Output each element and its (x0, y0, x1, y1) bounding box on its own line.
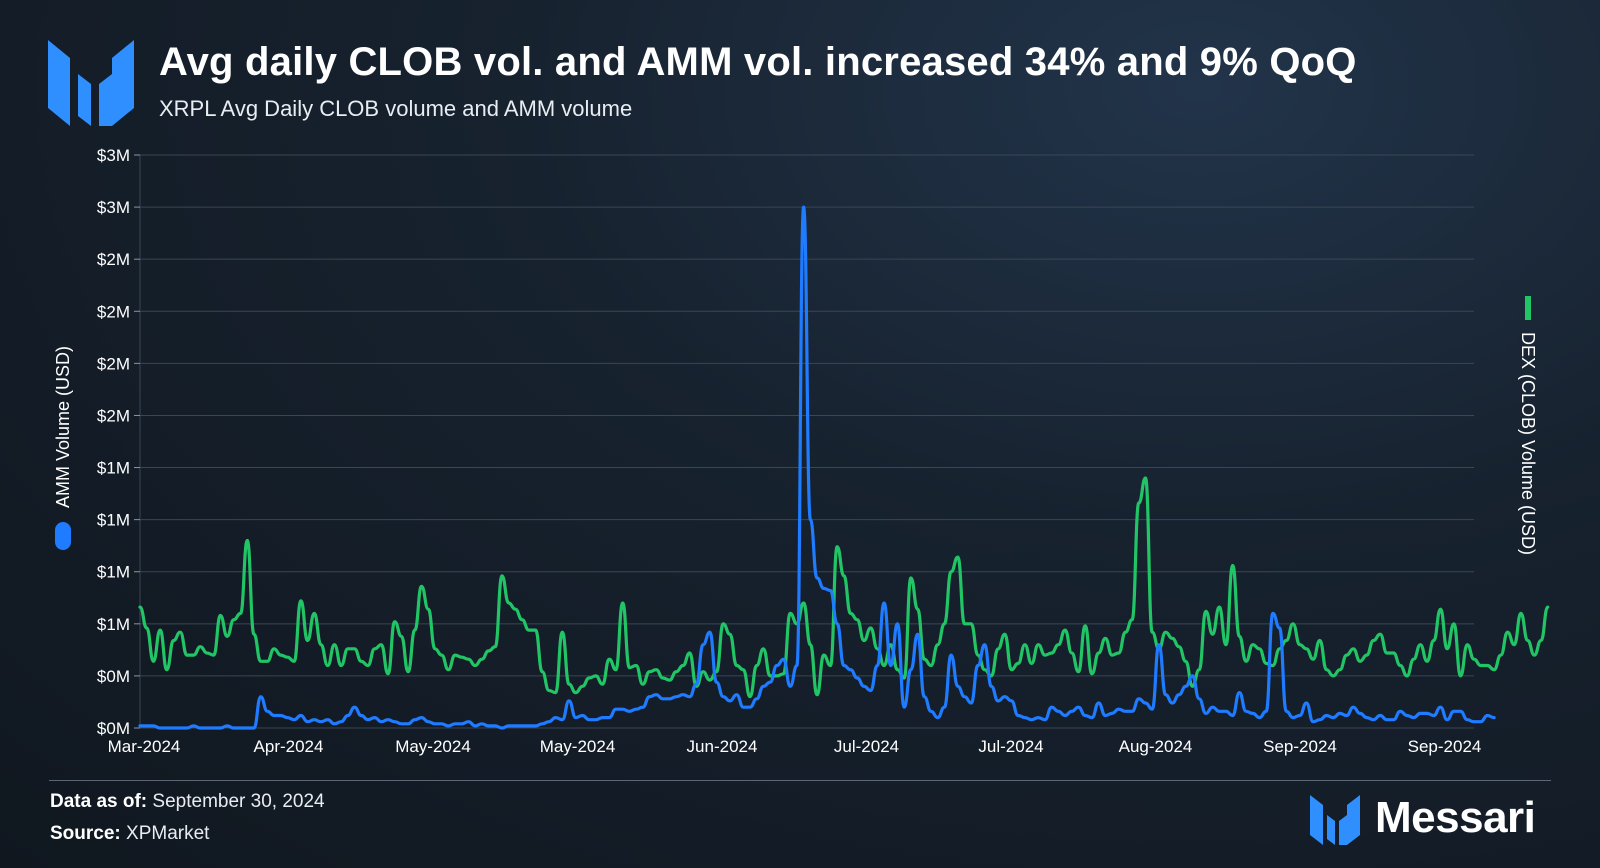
y-tick-label: $2M (97, 302, 130, 321)
x-tick-label: Mar-2024 (108, 737, 181, 756)
series-lines (138, 205, 1550, 730)
x-tick-label: Apr-2024 (254, 737, 324, 756)
x-tick-label: Aug-2024 (1119, 737, 1193, 756)
y-tick-label: $1M (97, 615, 130, 634)
brand-name: Messari (1375, 793, 1536, 842)
source-label: Source: (50, 823, 121, 844)
y-axis-ticks: $0M $0M $1M $1M $1M $1M $2M $2M $2M $2M $3M $3M (97, 146, 140, 738)
brand-logo-icon (1310, 795, 1360, 845)
y-tick-label: $1M (97, 511, 130, 530)
legend-marker-clob (1525, 296, 1531, 320)
y-tick-label: $2M (97, 406, 130, 425)
x-tick-label: Jul-2024 (834, 737, 899, 756)
y-tick-label: $1M (97, 563, 130, 582)
chart-title: Avg daily CLOB vol. and AMM vol. increas… (159, 40, 1357, 84)
clob-volume-line (138, 476, 1550, 699)
right-axis-title: DEX (CLOB) Volume (USD) (1518, 296, 1538, 555)
y-tick-label: $3M (97, 146, 130, 165)
data-as-of-value: September 30, 2024 (152, 791, 325, 812)
x-axis-ticks: Mar-2024 Apr-2024 May-2024 May-2024 Jun-2024… (108, 737, 1482, 756)
y-tick-label: $1M (97, 459, 130, 478)
y-tick-label: $0M (97, 667, 130, 686)
source: Source: XPMarket (50, 823, 209, 845)
source-value: XPMarket (126, 823, 210, 844)
amm-volume-line (138, 205, 1496, 730)
x-tick-label: Sep-2024 (1408, 737, 1482, 756)
right-axis-label: DEX (CLOB) Volume (USD) (1518, 332, 1538, 555)
y-tick-label: $0M (97, 719, 130, 738)
left-axis-label: AMM Volume (USD) (53, 346, 73, 508)
data-as-of: Data as of: September 30, 2024 (50, 791, 325, 813)
messari-logo-icon (48, 40, 134, 126)
chart-subtitle: XRPL Avg Daily CLOB volume and AMM volum… (159, 96, 633, 121)
chart-area: $0M $0M $1M $1M $1M $1M $2M $2M $2M $2M $3M $3M Mar… (53, 146, 1550, 756)
y-tick-label: $2M (97, 354, 130, 373)
x-tick-label: Jun-2024 (687, 737, 758, 756)
x-tick-label: Jul-2024 (978, 737, 1043, 756)
footer-divider (49, 780, 1551, 781)
y-tick-label: $2M (97, 250, 130, 269)
data-as-of-label: Data as of: (50, 791, 148, 812)
x-tick-label: May-2024 (540, 737, 616, 756)
x-tick-label: May-2024 (395, 737, 471, 756)
x-tick-label: Sep-2024 (1263, 737, 1337, 756)
left-axis-title: AMM Volume (USD) (53, 346, 73, 550)
legend-marker-amm (55, 522, 71, 550)
y-tick-label: $3M (97, 198, 130, 217)
